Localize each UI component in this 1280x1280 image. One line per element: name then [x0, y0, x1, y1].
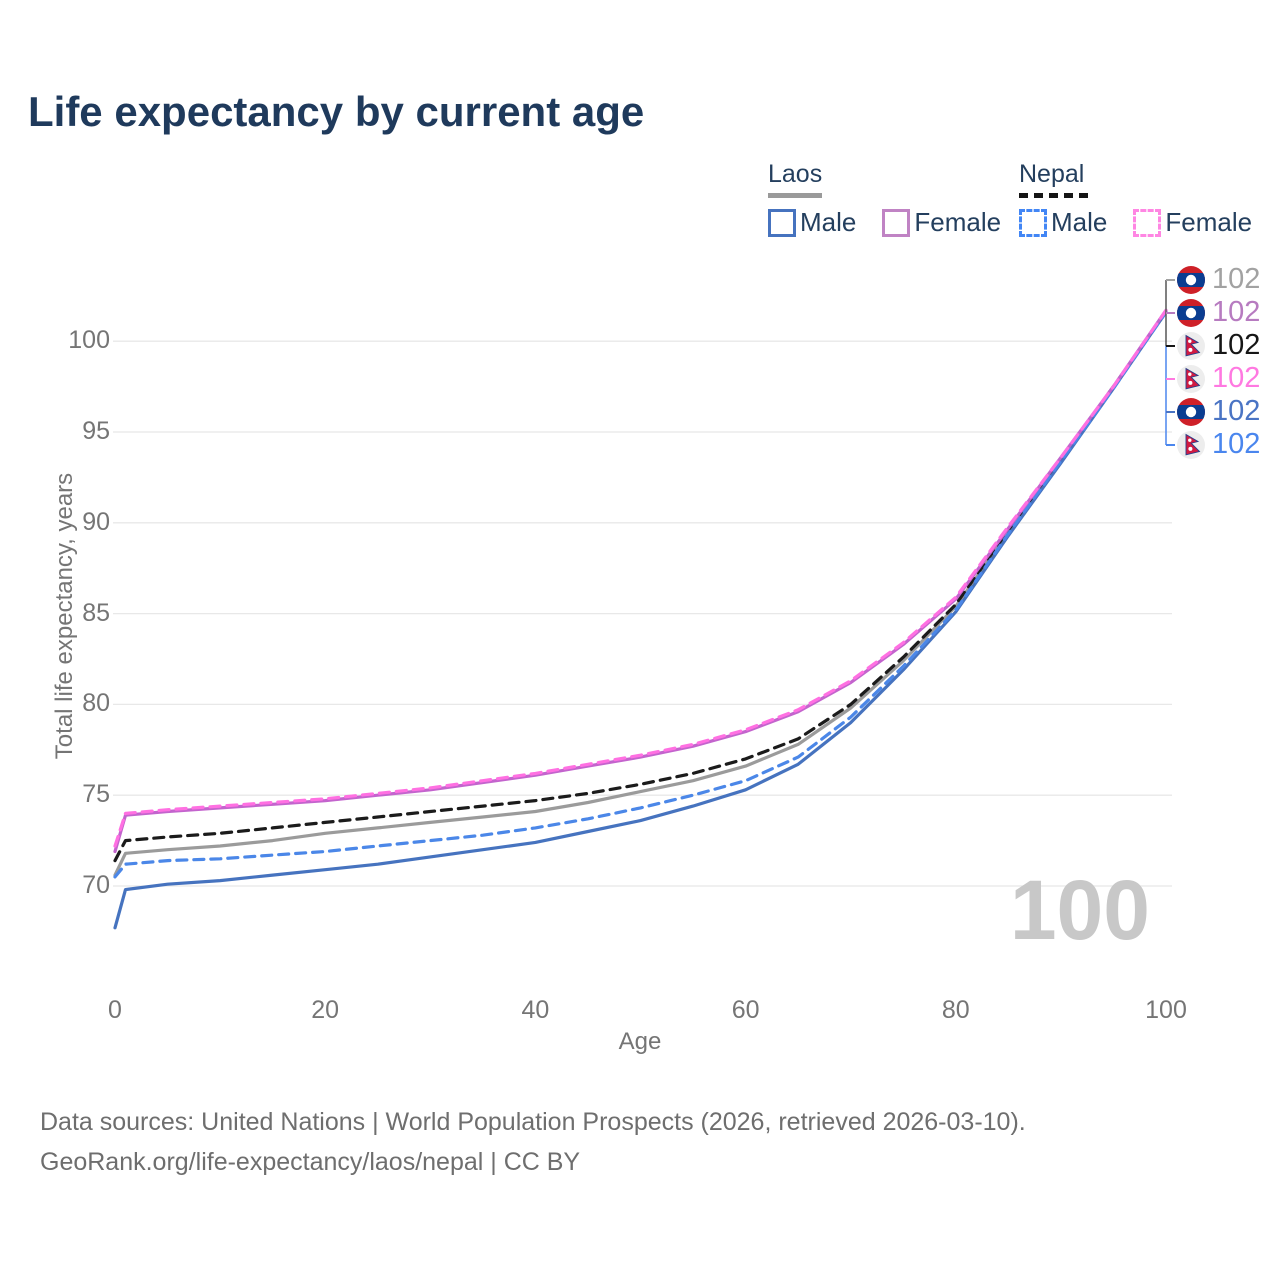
legend-item-laos-female[interactable]: Female [882, 207, 1001, 238]
y-tick-label-90: 90 [82, 507, 110, 536]
end-label-value-laos_male: 102 [1212, 395, 1261, 427]
x-tick-label-100: 100 [1145, 996, 1187, 1024]
y-tick-label-95: 95 [82, 417, 110, 445]
legend-group-nepal: Nepal Male Female [1019, 160, 1252, 238]
legend-item-label: Male [1051, 207, 1108, 237]
x-tick-label-60: 60 [731, 996, 760, 1024]
nepal-flag-icon [1177, 431, 1205, 459]
end-label-value-nepal_female: 102 [1212, 362, 1261, 394]
legend-item-label: Male [800, 207, 857, 237]
legend-header-laos: Laos [768, 160, 823, 188]
end-label-flag-nepal_female [1177, 365, 1205, 393]
x-tick-label-20: 20 [311, 996, 340, 1024]
end-label-flag-nepal_total [1177, 332, 1205, 360]
end-label-value-nepal_male: 102 [1212, 428, 1261, 460]
y-tick-label-70: 70 [82, 871, 110, 899]
legend-item-laos-male[interactable]: Male [768, 207, 856, 238]
legend-item-nepal-male[interactable]: Male [1019, 207, 1107, 238]
hover-age-watermark: 100 [1009, 863, 1150, 957]
nepal-flag-icon [1177, 332, 1205, 360]
end-label-flag-laos_female [1177, 299, 1205, 327]
series-line-laos_female [113, 308, 1168, 854]
x-axis-title: Age [618, 1028, 662, 1055]
end-label-flag-laos_male [1177, 398, 1205, 426]
legend-header-nepal: Nepal [1019, 160, 1085, 188]
laos-flag-icon [1177, 266, 1205, 294]
legend-item-label: Female [914, 207, 1002, 237]
x-tick-label-80: 80 [941, 996, 970, 1024]
y-tick-label-85: 85 [82, 598, 110, 627]
legend-underline-laos-solid [768, 193, 822, 198]
end-label-value-laos_total: 102 [1212, 263, 1261, 295]
x-tick-label-0: 0 [108, 996, 122, 1024]
series-line-nepal_male [113, 310, 1168, 879]
x-tick-label-40: 40 [521, 996, 550, 1024]
nepal-flag-icon [1177, 365, 1205, 393]
nepal-male-swatch-icon [1019, 208, 1047, 237]
legend-group-laos: Laos Male Female [768, 160, 1001, 238]
y-tick-label-75: 75 [82, 780, 110, 809]
laos-female-swatch-icon [882, 208, 911, 237]
data-sources-text: Data sources: United Nations | World Pop… [40, 1108, 1026, 1136]
series-line-laos_male [113, 310, 1168, 930]
end-label-value-nepal_total: 102 [1212, 329, 1261, 361]
laos-flag-icon [1177, 398, 1205, 426]
end-label-flag-laos_total [1177, 266, 1205, 294]
end-label-value-laos_female: 102 [1212, 296, 1261, 328]
y-tick-label-100: 100 [68, 326, 110, 355]
y-tick-label-80: 80 [82, 689, 110, 718]
legend-item-nepal-female[interactable]: Female [1133, 207, 1252, 238]
laos-flag-icon [1177, 299, 1205, 327]
chart-title: Life expectancy by current age [28, 88, 645, 135]
series-line-nepal_total [113, 310, 1168, 863]
end-label-flag-nepal_male [1177, 431, 1205, 459]
series-line-nepal_female [113, 308, 1168, 848]
laos-male-swatch-icon [768, 208, 796, 237]
legend-underline-nepal-dashed [1019, 193, 1089, 198]
nepal-female-swatch-icon [1133, 208, 1162, 237]
legend-item-label: Female [1165, 207, 1253, 237]
series-line-laos_total [113, 310, 1168, 877]
attribution-link-text: GeoRank.org/life-expectancy/laos/nepal |… [40, 1148, 581, 1176]
